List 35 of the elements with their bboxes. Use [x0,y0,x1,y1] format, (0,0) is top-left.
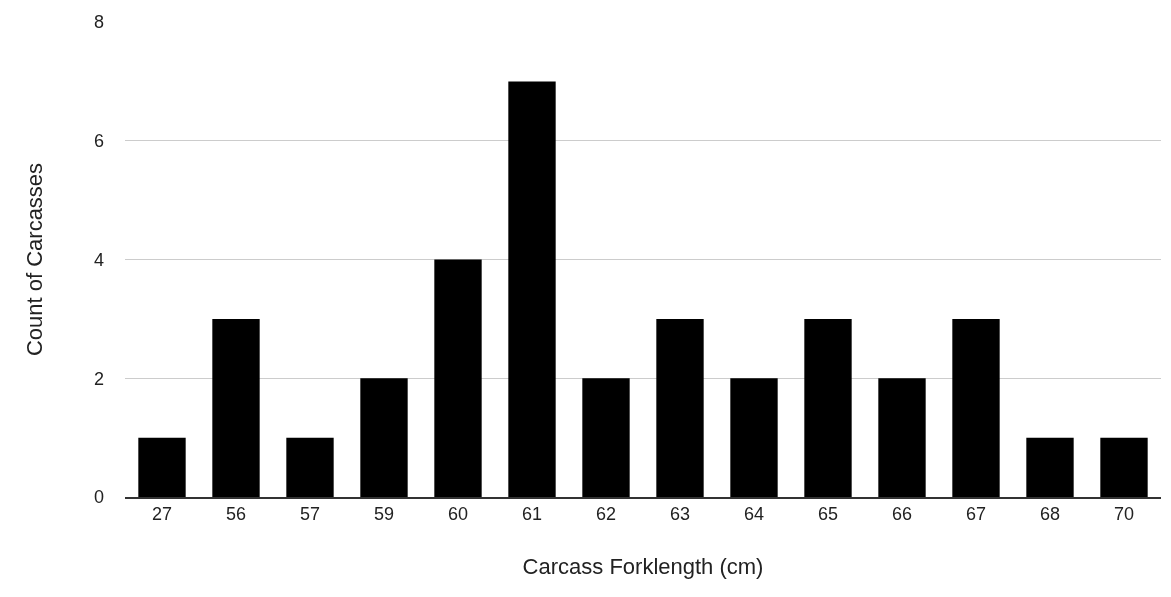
x-tick-label: 66 [891,504,913,525]
bar [1100,437,1148,497]
bar [730,378,778,497]
x-tick-label: 62 [595,504,617,525]
bar [286,437,334,497]
y-axis-title: Count of Carcasses [21,162,47,357]
x-tick-label: 56 [225,504,247,525]
bar [952,318,1000,497]
y-tick-label: 6 [93,131,104,152]
x-axis-title: Carcass Forklength (cm) [522,553,764,579]
bar [656,318,704,497]
bar [360,378,408,497]
x-tick-label: 64 [743,504,765,525]
x-tick-label: 59 [373,504,395,525]
y-tick-label: 2 [93,368,104,389]
x-tick-label: 70 [1113,504,1135,525]
x-tick-label: 68 [1039,504,1061,525]
x-tick-label: 63 [669,504,691,525]
y-tick-label: 0 [93,487,104,508]
bar [508,81,556,497]
x-tick-label: 65 [817,504,839,525]
x-tick-label: 60 [447,504,469,525]
bar [878,378,926,497]
x-tick-label: 67 [965,504,987,525]
bar [582,378,630,497]
bar [138,437,186,497]
x-tick-label: 57 [299,504,321,525]
x-tick-label: 61 [521,504,543,525]
bar [434,259,482,497]
bar [1026,437,1074,497]
x-tick-label: 27 [151,504,173,525]
y-tick-label: 4 [93,249,104,270]
y-tick-label: 8 [93,12,104,33]
bar [804,318,852,497]
bar [212,318,260,497]
